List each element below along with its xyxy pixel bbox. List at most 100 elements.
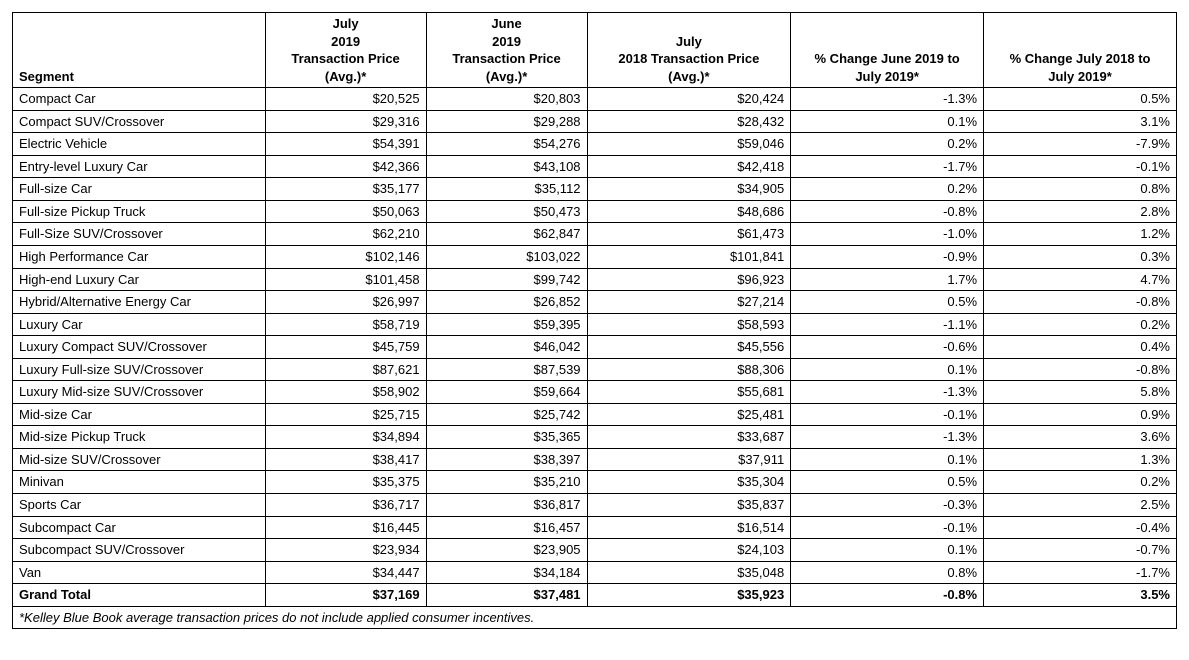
cell-value: -0.1% bbox=[791, 403, 984, 426]
cell-value: -0.8% bbox=[791, 200, 984, 223]
cell-value: 0.5% bbox=[791, 291, 984, 314]
cell-value: $35,923 bbox=[587, 584, 791, 607]
cell-value: $46,042 bbox=[426, 336, 587, 359]
cell-value: $58,902 bbox=[265, 381, 426, 404]
table-row: Compact SUV/Crossover$29,316$29,288$28,4… bbox=[13, 110, 1177, 133]
cell-value: $55,681 bbox=[587, 381, 791, 404]
cell-segment: Van bbox=[13, 561, 266, 584]
cell-value: -7.9% bbox=[984, 133, 1177, 156]
cell-value: $87,539 bbox=[426, 358, 587, 381]
table-row: Hybrid/Alternative Energy Car$26,997$26,… bbox=[13, 291, 1177, 314]
table-row: Minivan$35,375$35,210$35,3040.5%0.2% bbox=[13, 471, 1177, 494]
cell-value: $34,894 bbox=[265, 426, 426, 449]
cell-value: $23,905 bbox=[426, 539, 587, 562]
cell-value: $58,593 bbox=[587, 313, 791, 336]
table-row: Full-Size SUV/Crossover$62,210$62,847$61… bbox=[13, 223, 1177, 246]
cell-value: $37,169 bbox=[265, 584, 426, 607]
cell-value: $35,837 bbox=[587, 494, 791, 517]
cell-value: -0.8% bbox=[791, 584, 984, 607]
cell-value: 5.8% bbox=[984, 381, 1177, 404]
cell-value: $101,458 bbox=[265, 268, 426, 291]
table-row: Van$34,447$34,184$35,0480.8%-1.7% bbox=[13, 561, 1177, 584]
cell-segment: Minivan bbox=[13, 471, 266, 494]
cell-value: -0.3% bbox=[791, 494, 984, 517]
cell-value: 0.2% bbox=[791, 178, 984, 201]
cell-value: $59,664 bbox=[426, 381, 587, 404]
cell-value: $36,817 bbox=[426, 494, 587, 517]
cell-value: 0.8% bbox=[984, 178, 1177, 201]
cell-value: 0.1% bbox=[791, 539, 984, 562]
cell-segment: Grand Total bbox=[13, 584, 266, 607]
cell-value: 4.7% bbox=[984, 268, 1177, 291]
table-body: Compact Car$20,525$20,803$20,424-1.3%0.5… bbox=[13, 88, 1177, 629]
cell-segment: Luxury Mid-size SUV/Crossover bbox=[13, 381, 266, 404]
cell-value: $38,417 bbox=[265, 448, 426, 471]
cell-segment: High Performance Car bbox=[13, 246, 266, 269]
cell-segment: Full-Size SUV/Crossover bbox=[13, 223, 266, 246]
cell-value: -0.1% bbox=[984, 155, 1177, 178]
cell-segment: Full-size Pickup Truck bbox=[13, 200, 266, 223]
table-row: Luxury Compact SUV/Crossover$45,759$46,0… bbox=[13, 336, 1177, 359]
col-header-jul2018: July2018 Transaction Price(Avg.)* bbox=[587, 13, 791, 88]
cell-value: $88,306 bbox=[587, 358, 791, 381]
cell-value: 0.5% bbox=[791, 471, 984, 494]
table-row: Subcompact Car$16,445$16,457$16,514-0.1%… bbox=[13, 516, 1177, 539]
table-row: Grand Total$37,169$37,481$35,923-0.8%3.5… bbox=[13, 584, 1177, 607]
cell-value: $59,395 bbox=[426, 313, 587, 336]
cell-value: $101,841 bbox=[587, 246, 791, 269]
cell-value: 1.3% bbox=[984, 448, 1177, 471]
table-row: Entry-level Luxury Car$42,366$43,108$42,… bbox=[13, 155, 1177, 178]
table-row: Luxury Car$58,719$59,395$58,593-1.1%0.2% bbox=[13, 313, 1177, 336]
cell-value: $16,457 bbox=[426, 516, 587, 539]
cell-value: $45,556 bbox=[587, 336, 791, 359]
cell-value: -0.1% bbox=[791, 516, 984, 539]
cell-value: $87,621 bbox=[265, 358, 426, 381]
cell-value: $29,316 bbox=[265, 110, 426, 133]
cell-value: $16,445 bbox=[265, 516, 426, 539]
cell-value: $54,276 bbox=[426, 133, 587, 156]
footnote-text: *Kelley Blue Book average transaction pr… bbox=[13, 606, 1177, 629]
cell-segment: Mid-size Car bbox=[13, 403, 266, 426]
cell-value: -0.4% bbox=[984, 516, 1177, 539]
cell-segment: Hybrid/Alternative Energy Car bbox=[13, 291, 266, 314]
cell-segment: Luxury Full-size SUV/Crossover bbox=[13, 358, 266, 381]
cell-value: $35,375 bbox=[265, 471, 426, 494]
cell-value: $59,046 bbox=[587, 133, 791, 156]
cell-segment: High-end Luxury Car bbox=[13, 268, 266, 291]
cell-value: 0.2% bbox=[984, 471, 1177, 494]
cell-value: $35,177 bbox=[265, 178, 426, 201]
col-header-jul2019: July2019Transaction Price(Avg.)* bbox=[265, 13, 426, 88]
table-row: Mid-size Car$25,715$25,742$25,481-0.1%0.… bbox=[13, 403, 1177, 426]
cell-value: -1.7% bbox=[791, 155, 984, 178]
cell-value: $25,481 bbox=[587, 403, 791, 426]
cell-value: $29,288 bbox=[426, 110, 587, 133]
cell-value: $26,852 bbox=[426, 291, 587, 314]
cell-value: -0.8% bbox=[984, 291, 1177, 314]
cell-value: $48,686 bbox=[587, 200, 791, 223]
cell-value: 3.1% bbox=[984, 110, 1177, 133]
col-header-mom: % Change June 2019 toJuly 2019* bbox=[791, 13, 984, 88]
cell-value: $28,432 bbox=[587, 110, 791, 133]
cell-value: $25,715 bbox=[265, 403, 426, 426]
table-row: High Performance Car$102,146$103,022$101… bbox=[13, 246, 1177, 269]
cell-value: $33,687 bbox=[587, 426, 791, 449]
col-header-jun2019: June2019Transaction Price(Avg.)* bbox=[426, 13, 587, 88]
table-header-row: Segment July2019Transaction Price(Avg.)*… bbox=[13, 13, 1177, 88]
cell-value: $50,473 bbox=[426, 200, 587, 223]
cell-value: 2.8% bbox=[984, 200, 1177, 223]
cell-segment: Sports Car bbox=[13, 494, 266, 517]
cell-value: $38,397 bbox=[426, 448, 587, 471]
cell-value: 2.5% bbox=[984, 494, 1177, 517]
cell-value: 0.1% bbox=[791, 110, 984, 133]
footnote-row: *Kelley Blue Book average transaction pr… bbox=[13, 606, 1177, 629]
cell-value: $37,481 bbox=[426, 584, 587, 607]
cell-value: 0.1% bbox=[791, 358, 984, 381]
cell-value: $45,759 bbox=[265, 336, 426, 359]
cell-value: $62,847 bbox=[426, 223, 587, 246]
cell-value: 1.2% bbox=[984, 223, 1177, 246]
table-row: Luxury Mid-size SUV/Crossover$58,902$59,… bbox=[13, 381, 1177, 404]
cell-value: $36,717 bbox=[265, 494, 426, 517]
cell-value: $27,214 bbox=[587, 291, 791, 314]
cell-value: $35,048 bbox=[587, 561, 791, 584]
cell-value: -1.3% bbox=[791, 88, 984, 111]
